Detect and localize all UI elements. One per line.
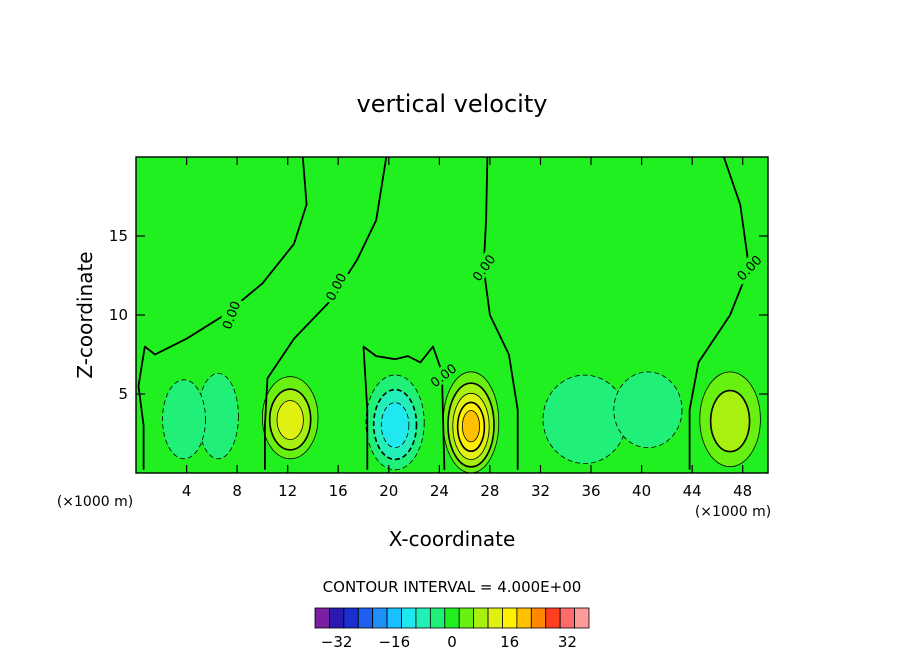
y-tick-label: 5: [118, 385, 128, 403]
colorbar-tick-label: 32: [558, 633, 577, 651]
x-tick-label: 4: [182, 482, 192, 500]
colorbar-swatch: [502, 607, 518, 629]
contour-band: [380, 402, 410, 449]
contour-label-backing: [424, 358, 461, 391]
colorbar-swatch: [357, 607, 374, 629]
updraft-cell-8: [699, 371, 761, 468]
contour-band: [461, 410, 480, 443]
velocity-field-layer: [162, 371, 761, 473]
contour-band: [613, 371, 683, 449]
contour-label-layer: 0.000.000.00 0.000.00: [217, 249, 766, 391]
colorbar-swatch: [401, 607, 417, 629]
x-unit-right: (×1000 m): [695, 504, 771, 520]
contour-band: [542, 374, 627, 464]
x-tick-label: 36: [581, 482, 600, 500]
colorbar-tick-labels: −32 −16 0 16 32: [321, 633, 577, 651]
downdraft-cell-7: [613, 371, 683, 449]
downdraft-cell-4: [365, 374, 425, 471]
chart-title: vertical velocity: [357, 90, 548, 118]
colorbar-swatch: [415, 607, 431, 629]
colorbar-swatch: [487, 607, 503, 629]
colorbar-swatch: [574, 607, 590, 629]
downdraft-cell-3: [162, 379, 206, 460]
x-tick-label: 20: [379, 482, 398, 500]
colorbar-tick-label: 0: [447, 633, 457, 651]
downdraft-cell-6: [542, 374, 627, 464]
colorbar-swatch: [516, 607, 532, 629]
x-tick-label: 32: [531, 482, 550, 500]
x-tick-label: 44: [683, 482, 702, 500]
x-axis-ticks: 4 8 12 16 20 24 28 32 36 40 44 48: [182, 157, 752, 500]
colorbar-swatch: [530, 607, 547, 629]
colorbar-swatch: [545, 607, 561, 629]
contour-label-backing: [467, 249, 500, 286]
colorbar-swatch: [473, 607, 489, 629]
colorbar-swatch: [372, 607, 388, 629]
y-axis-ticks: 5 10 15: [109, 227, 768, 403]
x-tick-label: 24: [430, 482, 449, 500]
zero-contour-line: [264, 157, 388, 470]
x-tick-label: 48: [733, 482, 752, 500]
zero-contour-layer: [137, 157, 750, 470]
y-axis-label: Z-coordinate: [73, 251, 97, 378]
updraft-cell-1: [262, 376, 319, 460]
colorbar-swatch: [343, 607, 359, 629]
zero-contour-line: [482, 157, 519, 470]
contour-label-backing: [731, 249, 766, 285]
x-tick-label: 40: [632, 482, 651, 500]
contour-band: [162, 379, 206, 460]
y-tick-label: 15: [109, 227, 128, 245]
colorbar-swatch: [429, 607, 446, 629]
colorbar-swatch: [386, 607, 402, 629]
contour-label-backing: [217, 296, 244, 334]
colorbar-swatch: [559, 607, 575, 629]
contour-plot-area: 0.000.000.00 0.000.00: [135, 156, 769, 474]
colorbar-swatch: [458, 607, 475, 629]
contour-interval-label: CONTOUR INTERVAL = 4.000E+00: [323, 578, 582, 596]
updraft-cell-5: [442, 371, 500, 473]
x-unit-left: (×1000 m): [57, 494, 133, 510]
x-axis-label: X-coordinate: [389, 527, 516, 551]
contour-band: [709, 389, 751, 453]
zero-contour-line: [137, 157, 308, 470]
x-tick-label: 12: [278, 482, 297, 500]
contour-band: [276, 400, 304, 440]
x-tick-label: 28: [480, 482, 499, 500]
downdraft-cell-2: [197, 372, 239, 460]
colorbar-tick-label: 16: [500, 633, 519, 651]
y-tick-label: 10: [109, 306, 128, 324]
colorbar-swatch: [329, 607, 345, 629]
colorbar-tick-label: −16: [378, 633, 410, 651]
x-tick-label: 8: [232, 482, 242, 500]
contour-label-backing: [320, 267, 350, 305]
zero-contour-line: [688, 157, 750, 470]
contour-band: [197, 372, 239, 460]
colorbar: [314, 607, 590, 629]
colorbar-swatch: [314, 607, 330, 629]
x-tick-label: 16: [329, 482, 348, 500]
colorbar-tick-label: −32: [321, 633, 353, 651]
colorbar-swatch: [444, 607, 460, 629]
zero-contour-line: [362, 345, 446, 470]
